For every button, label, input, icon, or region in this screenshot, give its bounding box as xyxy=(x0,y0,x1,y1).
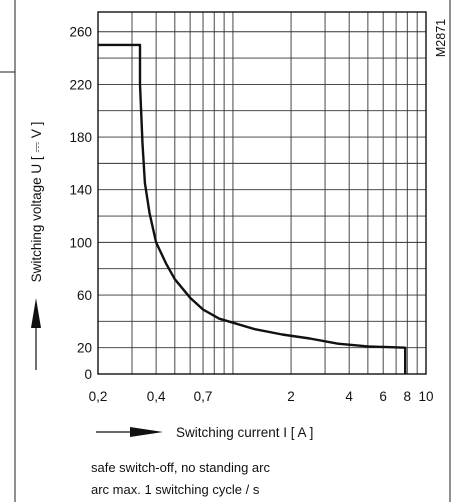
y-tick-label: 260 xyxy=(69,25,92,40)
x-tick-label: 8 xyxy=(404,389,412,404)
x-tick-label: 4 xyxy=(345,389,353,404)
plot-frame xyxy=(97,11,427,375)
x-tick-labels: 0,2 0,4 0,7 2 4 6 8 10 xyxy=(89,389,434,404)
y-tick-label: 220 xyxy=(69,77,92,92)
y-tick-label: 100 xyxy=(69,235,92,250)
y-tick-label: 60 xyxy=(77,288,92,303)
y-axis-label: Switching voltage U [ ⎓ V ] xyxy=(29,122,44,283)
x-tick-label: 10 xyxy=(418,389,433,404)
figure-id: M2871 xyxy=(434,19,448,57)
y-tick-label: 20 xyxy=(77,341,92,356)
grid xyxy=(98,12,426,374)
x-tick-label: 0,2 xyxy=(89,389,108,404)
y-tick-label: 0 xyxy=(84,367,92,382)
y-tick-labels: 0 20 60 100 140 180 220 260 xyxy=(69,25,92,382)
note-line-1: safe switch-off, no standing arc xyxy=(91,460,270,475)
y-tick-label: 180 xyxy=(69,130,92,145)
x-axis-arrowhead xyxy=(130,427,163,437)
y-tick-label: 140 xyxy=(69,183,92,198)
x-tick-label: 0,4 xyxy=(147,389,166,404)
x-tick-label: 0,7 xyxy=(194,389,213,404)
x-tick-label: 6 xyxy=(379,389,387,404)
x-axis-label: Switching current I [ A ] xyxy=(176,425,313,440)
y-axis-arrowhead xyxy=(31,298,41,328)
x-tick-label: 2 xyxy=(287,389,295,404)
series-curve xyxy=(98,43,407,374)
note-line-2: arc max. 1 switching cycle / s xyxy=(91,482,260,497)
series-layer xyxy=(98,43,407,374)
